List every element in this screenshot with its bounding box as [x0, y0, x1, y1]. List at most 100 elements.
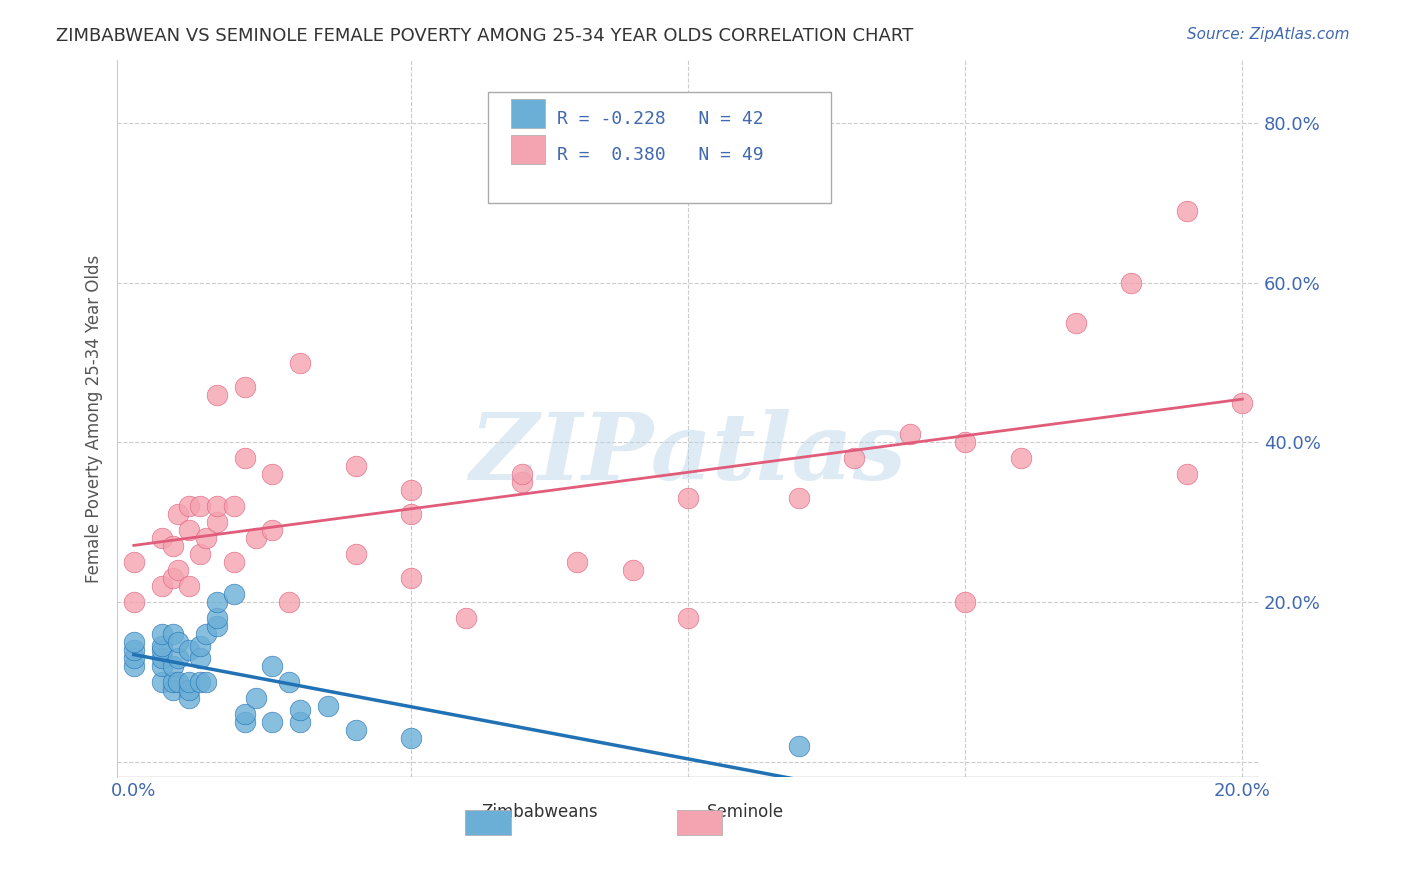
- FancyBboxPatch shape: [488, 92, 831, 203]
- Point: [205, 500, 228, 514]
- Point: [233, 714, 256, 729]
- Bar: [512, 99, 546, 128]
- Point: [344, 723, 367, 737]
- Point: [162, 627, 184, 641]
- Point: [150, 579, 173, 593]
- Point: [1232, 395, 1254, 409]
- Point: [150, 643, 173, 657]
- Point: [288, 703, 311, 717]
- Point: [676, 611, 699, 625]
- Point: [262, 714, 284, 729]
- Point: [122, 650, 145, 665]
- Point: [122, 555, 145, 569]
- Point: [567, 555, 589, 569]
- Point: [179, 674, 201, 689]
- Point: [399, 483, 422, 498]
- Point: [179, 500, 201, 514]
- Point: [205, 387, 228, 401]
- Point: [1010, 451, 1032, 466]
- Y-axis label: Female Poverty Among 25-34 Year Olds: Female Poverty Among 25-34 Year Olds: [86, 254, 103, 582]
- Bar: [676, 810, 723, 835]
- Point: [122, 635, 145, 649]
- Point: [399, 731, 422, 745]
- Point: [222, 587, 245, 601]
- Text: Source: ZipAtlas.com: Source: ZipAtlas.com: [1187, 27, 1350, 42]
- Point: [1175, 467, 1198, 482]
- Point: [787, 739, 810, 753]
- Point: [953, 435, 976, 450]
- Point: [162, 539, 184, 553]
- Text: ZIPatlas: ZIPatlas: [470, 409, 907, 500]
- Point: [122, 595, 145, 609]
- Point: [898, 427, 921, 442]
- Point: [233, 379, 256, 393]
- Point: [188, 674, 211, 689]
- Point: [167, 508, 190, 522]
- Point: [399, 508, 422, 522]
- Point: [316, 698, 339, 713]
- Point: [194, 674, 217, 689]
- Point: [233, 451, 256, 466]
- Point: [167, 674, 190, 689]
- Point: [1064, 316, 1087, 330]
- Point: [222, 555, 245, 569]
- Point: [510, 475, 533, 490]
- Point: [288, 356, 311, 370]
- Point: [150, 531, 173, 545]
- Bar: [512, 135, 546, 164]
- Point: [188, 639, 211, 653]
- Point: [179, 579, 201, 593]
- Point: [787, 491, 810, 506]
- Point: [1175, 204, 1198, 219]
- Point: [278, 595, 301, 609]
- Point: [205, 595, 228, 609]
- Point: [179, 690, 201, 705]
- Point: [167, 650, 190, 665]
- Point: [262, 658, 284, 673]
- Point: [262, 467, 284, 482]
- Point: [150, 658, 173, 673]
- Point: [510, 467, 533, 482]
- Point: [194, 531, 217, 545]
- Point: [188, 547, 211, 561]
- Text: Zimbabweans: Zimbabweans: [481, 803, 598, 821]
- Point: [205, 619, 228, 633]
- Point: [205, 611, 228, 625]
- Point: [122, 643, 145, 657]
- Point: [205, 515, 228, 529]
- Point: [262, 523, 284, 537]
- Point: [953, 595, 976, 609]
- Text: Seminole: Seminole: [707, 803, 783, 821]
- Point: [150, 674, 173, 689]
- Text: ZIMBABWEAN VS SEMINOLE FEMALE POVERTY AMONG 25-34 YEAR OLDS CORRELATION CHART: ZIMBABWEAN VS SEMINOLE FEMALE POVERTY AM…: [56, 27, 914, 45]
- Point: [188, 500, 211, 514]
- Point: [150, 639, 173, 653]
- Text: R =  0.380   N = 49: R = 0.380 N = 49: [557, 145, 763, 164]
- Point: [456, 611, 478, 625]
- Point: [162, 674, 184, 689]
- Point: [122, 658, 145, 673]
- Point: [150, 627, 173, 641]
- Point: [621, 563, 644, 577]
- Point: [233, 706, 256, 721]
- Point: [179, 643, 201, 657]
- Point: [245, 690, 267, 705]
- Point: [162, 658, 184, 673]
- Point: [676, 491, 699, 506]
- Point: [344, 547, 367, 561]
- Point: [1121, 276, 1143, 290]
- Point: [844, 451, 866, 466]
- Point: [179, 523, 201, 537]
- Point: [167, 563, 190, 577]
- Point: [245, 531, 267, 545]
- Point: [150, 650, 173, 665]
- Bar: [465, 810, 512, 835]
- Point: [179, 682, 201, 697]
- Point: [162, 571, 184, 585]
- Point: [167, 635, 190, 649]
- Point: [288, 714, 311, 729]
- Point: [399, 571, 422, 585]
- Point: [162, 682, 184, 697]
- Point: [278, 674, 301, 689]
- Point: [188, 650, 211, 665]
